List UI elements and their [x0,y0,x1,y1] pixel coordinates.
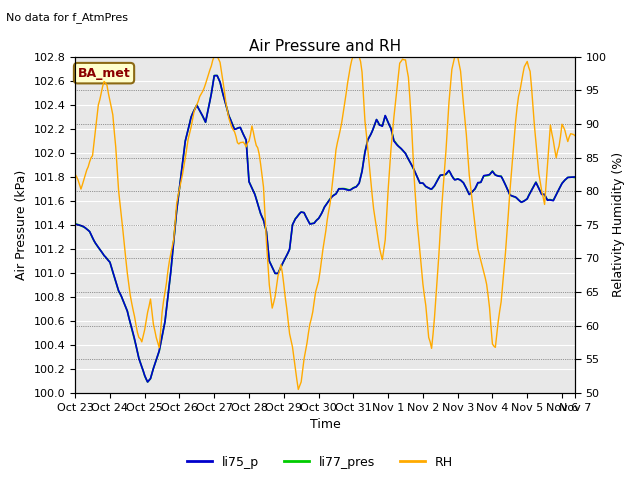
Title: Air Pressure and RH: Air Pressure and RH [249,39,401,54]
Y-axis label: Air Pressure (kPa): Air Pressure (kPa) [15,170,28,280]
X-axis label: Time: Time [310,419,340,432]
Legend: li75_p, li77_pres, RH: li75_p, li77_pres, RH [182,451,458,474]
Text: BA_met: BA_met [77,67,131,80]
Y-axis label: Relativity Humidity (%): Relativity Humidity (%) [612,152,625,298]
Text: No data for f_AtmPres: No data for f_AtmPres [6,12,129,23]
